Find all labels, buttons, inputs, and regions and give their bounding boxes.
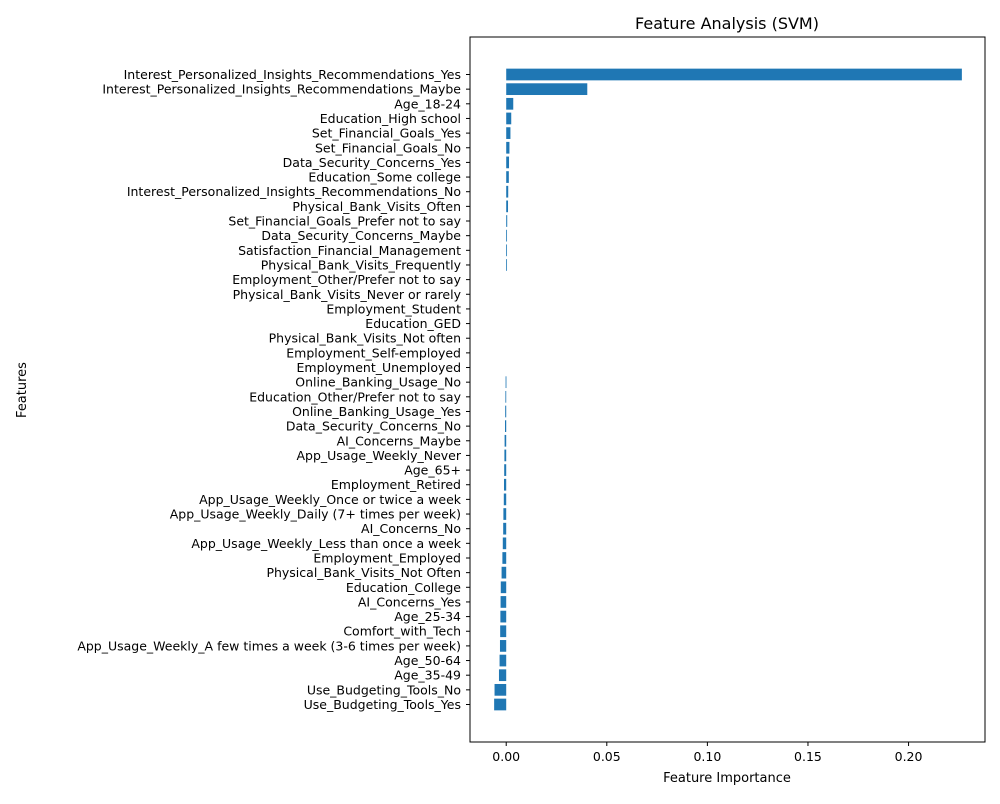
bar [504,434,507,447]
x-tick-label: 0.00 [492,749,520,764]
bar [506,97,514,110]
y-tick-label: Data_Security_Concerns_Maybe [261,228,461,243]
y-tick-label: Physical_Bank_Visits_Often [292,199,461,214]
bar [494,683,507,696]
bar [502,537,507,550]
y-tick-label: Data_Security_Concerns_No [286,419,461,434]
bar [499,640,507,652]
bars-layer [494,68,962,711]
plot-frame [469,36,986,743]
y-tick-label: Age_65+ [404,463,461,478]
bar [505,405,507,418]
bar [499,654,507,667]
y-tick-label: AI_Concerns_No [361,521,461,536]
bar [503,478,507,491]
y-tick-label: Education_GED [365,316,461,331]
bar [503,522,507,535]
y-tick-label: Satisfaction_Financial_Management [238,243,461,258]
y-tick-label: Employment_Student [326,301,461,316]
y-tick-label: Education_Other/Prefer not to say [249,389,461,404]
y-tick-label: Physical_Bank_Visits_Never or rarely [233,287,462,302]
bar [504,449,507,462]
bar [500,610,507,623]
bar [506,244,508,257]
x-tick-label: 0.15 [794,749,822,764]
bar [494,698,507,711]
y-tick-label: App_Usage_Weekly_Never [296,448,461,463]
y-tick-label: Age_50-64 [394,653,461,668]
y-tick-label: Physical_Bank_Visits_Not Often [266,565,461,580]
bar [506,229,508,242]
y-tick-label: App_Usage_Weekly_Less than once a week [191,536,461,551]
y-tick-layer: Interest_Personalized_Insights_Recommend… [77,67,470,712]
x-tick-label: 0.20 [895,749,923,764]
bar [506,127,511,139]
y-tick-label: Employment_Other/Prefer not to say [232,272,461,287]
bar [506,259,508,271]
x-tick-label: 0.10 [693,749,721,764]
y-tick-label: Education_High school [320,111,461,126]
y-tick-label: Comfort_with_Tech [343,624,461,639]
bar [503,493,507,506]
bar [502,552,507,564]
bar [504,464,507,476]
y-tick-label: Set_Financial_Goals_No [315,140,461,155]
bar [506,141,510,154]
bar [506,68,962,81]
y-tick-label: Age_18-24 [394,96,461,111]
bar [506,83,588,96]
bar [506,215,508,227]
bar [505,376,507,389]
y-tick-label: AI_Concerns_Yes [358,594,461,609]
x-axis-label: Feature Importance [663,771,791,786]
y-tick-label: Use_Budgeting_Tools_Yes [304,697,461,712]
y-tick-label: Employment_Retired [331,477,461,492]
y-tick-label: Use_Budgeting_Tools_No [307,682,461,697]
bar [506,185,509,198]
bar [506,171,509,183]
y-tick-label: Employment_Unemployed [297,360,461,375]
y-tick-label: Physical_Bank_Visits_Not often [269,331,461,346]
x-tick-layer: 0.00 0.05 0.10 0.15 0.20 [492,742,923,764]
bar [500,596,507,608]
y-tick-label: Education_College [346,580,461,595]
y-tick-label: Education_Some college [308,170,461,185]
y-tick-label: Interest_Personalized_Insights_Recommend… [102,82,461,97]
bar [498,669,507,682]
y-tick-label: Employment_Self-employed [286,345,461,360]
y-tick-label: Age_35-49 [394,668,461,683]
bar [505,390,507,403]
y-tick-label: Online_Banking_Usage_Yes [292,404,461,419]
y-tick-label: Set_Financial_Goals_Yes [312,126,461,141]
bar [506,200,509,213]
y-tick-label: Physical_Bank_Visits_Frequently [261,257,462,272]
bar [506,156,510,169]
y-tick-label: Interest_Personalized_Insights_Recommend… [127,184,461,199]
y-tick-label: Set_Financial_Goals_Prefer not to say [228,214,461,229]
y-tick-label: Interest_Personalized_Insights_Recommend… [124,67,461,82]
x-tick-label: 0.05 [593,749,621,764]
y-tick-label: Data_Security_Concerns_Yes [283,155,461,170]
y-tick-label: App_Usage_Weekly_Daily (7+ times per wee… [170,507,461,522]
y-tick-label: Employment_Employed [313,550,461,565]
y-tick-label: App_Usage_Weekly_Once or twice a week [199,492,462,507]
bar [500,625,507,638]
bar [501,566,507,579]
bar [503,508,507,520]
y-tick-label: Age_25-34 [394,609,461,624]
bar [506,112,512,125]
y-tick-label: AI_Concerns_Maybe [337,433,462,448]
bar [500,581,507,594]
y-axis-label: Features [15,362,30,418]
chart-title: Feature Analysis (SVM) [635,14,819,33]
bar [505,420,507,432]
y-tick-label: App_Usage_Weekly_A few times a week (3-6… [77,638,461,653]
y-tick-label: Online_Banking_Usage_No [295,375,461,390]
